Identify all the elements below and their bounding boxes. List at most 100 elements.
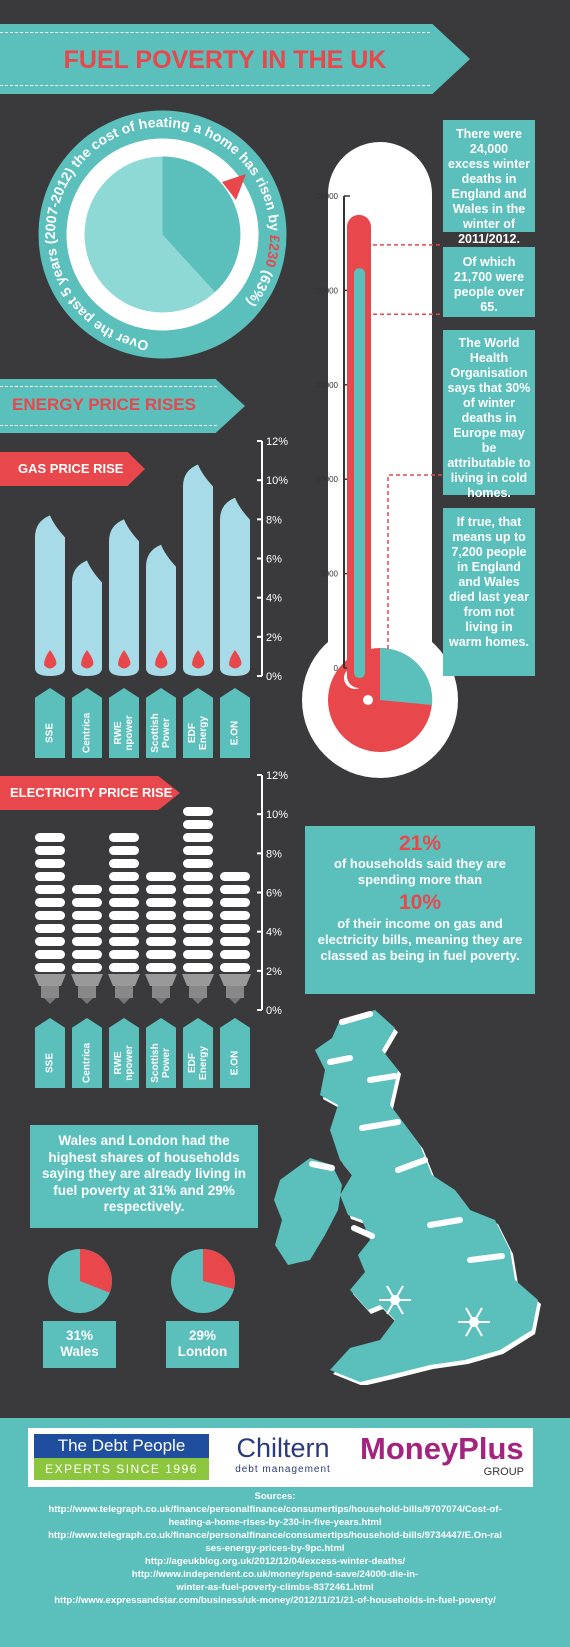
thermo-box-2: Of which 21,700 were people over 65. bbox=[443, 247, 535, 317]
bulb-icon bbox=[229, 998, 241, 1004]
energy-banner-title: ENERGY PRICE RISES bbox=[12, 395, 196, 414]
electricity-bar bbox=[182, 807, 214, 1004]
stat-line-1: of households said they are spending mor… bbox=[334, 856, 506, 887]
electricity-category-label: Scottish Power bbox=[146, 1018, 176, 1088]
thermo-box-1: There were 24,000 excess winter deaths i… bbox=[443, 120, 535, 246]
electricity-bar bbox=[34, 833, 66, 1004]
gas-category-label: E.ON bbox=[220, 688, 250, 758]
page-title: FUEL POVERTY IN THE UK bbox=[63, 46, 387, 74]
flame-icon bbox=[155, 650, 168, 669]
uk-map bbox=[274, 1010, 541, 1385]
gas-bar bbox=[109, 519, 139, 676]
london-pie-label: 29% London bbox=[166, 1321, 239, 1368]
thermo-tick-label: 0 bbox=[334, 664, 339, 673]
thermo-box-3: The World Health Organisation says that … bbox=[443, 330, 535, 500]
gas-bar bbox=[35, 515, 65, 676]
thermo-tick-label: 20000 bbox=[316, 286, 339, 295]
gas-bar bbox=[220, 497, 250, 676]
electricity-bar bbox=[108, 833, 140, 1004]
wales-pie bbox=[48, 1249, 112, 1313]
gas-category-label: EDF Energy bbox=[183, 688, 213, 758]
arrow-icon bbox=[222, 174, 246, 200]
gas-category-labels: SSE Centrica RWE npower Scottish Power EDF E… bbox=[0, 688, 300, 768]
gas-category-label: SSE bbox=[35, 688, 65, 758]
bulb-icon bbox=[155, 998, 167, 1004]
electricity-bar bbox=[71, 885, 103, 1004]
london-pie-slice bbox=[203, 1249, 235, 1289]
debt-people-logo: The Debt People EXPERTS SINCE 1996 bbox=[34, 1434, 209, 1480]
source-link[interactable]: http://www.independent.co.uk/money/spend… bbox=[131, 1569, 419, 1593]
source-link[interactable]: http://www.expressandstar.com/business/u… bbox=[54, 1595, 496, 1606]
bulb-icon bbox=[81, 998, 93, 1004]
energy-banner: ENERGY PRICE RISES bbox=[0, 379, 245, 433]
stat-pct-2: 10% bbox=[398, 891, 442, 914]
gas-bar bbox=[183, 464, 213, 676]
y-tick-label: 6% bbox=[266, 888, 282, 900]
moneyplus-name: MoneyPlus bbox=[360, 1431, 524, 1466]
gas-category-label: Centrica bbox=[72, 688, 102, 758]
thermo-tick-label: 25000 bbox=[316, 192, 339, 201]
ireland-shape bbox=[274, 1158, 342, 1265]
wales-pct: 31% bbox=[65, 1328, 94, 1343]
y-tick-label: 2% bbox=[266, 966, 282, 978]
electricity-bar bbox=[219, 872, 251, 1004]
gas-category-label: RWE npower bbox=[109, 688, 139, 758]
y-tick-label: 12% bbox=[266, 436, 288, 448]
chiltern-subtitle: debt management bbox=[235, 1464, 331, 1475]
wales-pie-slice bbox=[80, 1249, 112, 1293]
chiltern-name: Chiltern bbox=[236, 1433, 330, 1463]
thermo-tick-label: 5000 bbox=[320, 570, 338, 579]
heating-pie-slice bbox=[162, 156, 241, 292]
y-tick-label: 8% bbox=[266, 514, 282, 526]
great-britain-shape bbox=[315, 1010, 538, 1382]
chiltern-logo: Chiltern debt management bbox=[218, 1432, 348, 1475]
y-tick-label: 0% bbox=[266, 1005, 282, 1014]
debt-people-name: The Debt People bbox=[34, 1434, 209, 1458]
electricity-price-tag: ELECTRICITY PRICE RISE bbox=[0, 776, 180, 810]
wales-name: Wales bbox=[60, 1344, 99, 1359]
moneyplus-group: GROUP bbox=[483, 1466, 524, 1478]
electricity-category-label: RWE npower bbox=[109, 1018, 139, 1088]
snow-caps bbox=[309, 1011, 505, 1263]
electricity-category-label: SSE bbox=[35, 1018, 65, 1088]
snowflake-icon bbox=[379, 1285, 490, 1337]
y-tick-label: 0% bbox=[266, 671, 282, 683]
thermometer-chart: 25000 20000 15000 10000 5000 0 bbox=[302, 142, 458, 778]
flame-icon bbox=[118, 650, 131, 669]
electricity-category-label: EDF Energy bbox=[183, 1018, 213, 1088]
y-tick-label: 4% bbox=[266, 593, 282, 605]
london-name: London bbox=[177, 1344, 228, 1359]
thermo-tick-label: 10000 bbox=[316, 475, 339, 484]
sources-title: Sources: bbox=[254, 1491, 296, 1502]
electricity-category-label: Centrica bbox=[72, 1018, 102, 1088]
flame-icon bbox=[192, 650, 205, 669]
flame-icon bbox=[229, 650, 242, 669]
heating-cost-ring: Over the past 5 years (2007-2012) the co… bbox=[38, 110, 287, 359]
logo-strip: The Debt People EXPERTS SINCE 1996 Chilt… bbox=[28, 1428, 533, 1487]
gas-bar bbox=[72, 560, 102, 676]
debt-people-tagline: EXPERTS SINCE 1996 bbox=[34, 1458, 209, 1480]
y-tick-label: 4% bbox=[266, 927, 282, 939]
london-pie bbox=[171, 1249, 235, 1313]
stat-box: 21% of households said they are spending… bbox=[305, 826, 535, 994]
source-link[interactable]: http://www.telegraph.co.uk/finance/perso… bbox=[48, 1504, 502, 1528]
electricity-bar bbox=[145, 872, 177, 1004]
y-tick-label: 10% bbox=[266, 475, 288, 487]
flame-icon bbox=[81, 650, 94, 669]
gas-bar bbox=[146, 544, 176, 676]
source-link[interactable]: http://www.telegraph.co.uk/finance/perso… bbox=[48, 1530, 502, 1554]
moneyplus-logo: MoneyPlus GROUP bbox=[360, 1431, 528, 1479]
thermo-tick-label: 15000 bbox=[316, 381, 339, 390]
electricity-category-labels: SSE Centrica RWE npower Scottish Power EDF E… bbox=[0, 1018, 300, 1098]
wales-london-box: Wales and London had the highest shares … bbox=[30, 1125, 258, 1228]
gas-price-tag: GAS PRICE RISE bbox=[0, 452, 145, 486]
y-tick-label: 8% bbox=[266, 848, 282, 860]
source-link[interactable]: http://ageukblog.org.uk/2012/12/04/exces… bbox=[144, 1556, 406, 1567]
connector-line bbox=[387, 474, 442, 650]
stat-pct-1: 21% bbox=[398, 832, 442, 855]
bulb-icon bbox=[44, 998, 56, 1004]
sources-list: Sources: http://www.telegraph.co.uk/fina… bbox=[10, 1490, 540, 1607]
bulb-icon bbox=[118, 998, 130, 1004]
over-65-bar bbox=[354, 268, 365, 678]
flame-icon bbox=[44, 650, 57, 669]
